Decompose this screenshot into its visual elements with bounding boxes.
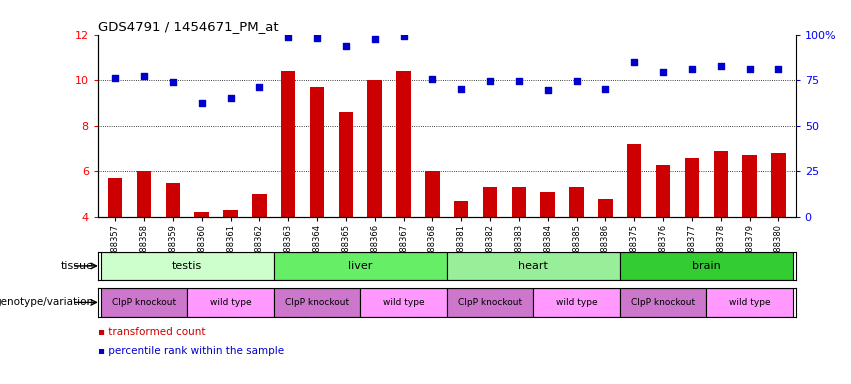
- Point: [627, 59, 641, 65]
- Bar: [656, 164, 671, 217]
- Bar: [713, 151, 728, 217]
- Point: [137, 73, 151, 79]
- Point: [339, 43, 352, 49]
- Bar: [108, 178, 123, 217]
- Bar: [274, 252, 447, 280]
- Text: wild type: wild type: [383, 298, 425, 307]
- Bar: [187, 288, 274, 317]
- Point: [166, 79, 180, 86]
- Point: [253, 84, 266, 90]
- Point: [282, 34, 295, 40]
- Bar: [100, 288, 187, 317]
- Text: wild type: wild type: [728, 298, 770, 307]
- Bar: [397, 71, 411, 217]
- Bar: [166, 183, 180, 217]
- Bar: [100, 252, 274, 280]
- Bar: [511, 187, 526, 217]
- Point: [714, 63, 728, 70]
- Bar: [483, 187, 497, 217]
- Bar: [426, 171, 440, 217]
- Text: ClpP knockout: ClpP knockout: [458, 298, 523, 307]
- Text: heart: heart: [518, 261, 548, 271]
- Bar: [627, 144, 642, 217]
- Bar: [195, 212, 208, 217]
- Bar: [454, 201, 468, 217]
- Text: ▪ percentile rank within the sample: ▪ percentile rank within the sample: [98, 346, 284, 356]
- Point: [368, 36, 381, 42]
- Bar: [620, 288, 706, 317]
- Bar: [252, 194, 266, 217]
- Text: genotype/variation: genotype/variation: [0, 297, 94, 308]
- Point: [512, 78, 526, 84]
- Point: [541, 87, 555, 93]
- Bar: [534, 288, 620, 317]
- Point: [397, 33, 410, 39]
- Point: [685, 66, 699, 72]
- Bar: [685, 158, 699, 217]
- Text: ClpP knockout: ClpP knockout: [112, 298, 176, 307]
- Bar: [706, 288, 793, 317]
- Point: [311, 35, 324, 41]
- Point: [656, 69, 670, 75]
- Bar: [742, 156, 757, 217]
- Bar: [281, 71, 295, 217]
- Bar: [447, 288, 534, 317]
- Point: [108, 75, 122, 81]
- Text: wild type: wild type: [556, 298, 597, 307]
- Bar: [360, 288, 447, 317]
- Bar: [447, 252, 620, 280]
- Bar: [771, 153, 785, 217]
- Bar: [620, 252, 793, 280]
- Point: [772, 66, 785, 72]
- Point: [195, 100, 208, 106]
- Point: [483, 78, 497, 84]
- Bar: [339, 112, 353, 217]
- Text: tissue: tissue: [60, 261, 94, 271]
- Text: ▪ transformed count: ▪ transformed count: [98, 327, 205, 337]
- Bar: [368, 80, 382, 217]
- Point: [426, 76, 439, 82]
- Bar: [598, 199, 613, 217]
- Point: [598, 86, 612, 93]
- Bar: [274, 288, 360, 317]
- Bar: [540, 192, 555, 217]
- Bar: [137, 171, 151, 217]
- Bar: [223, 210, 237, 217]
- Point: [569, 78, 583, 84]
- Point: [743, 66, 757, 72]
- Text: GDS4791 / 1454671_PM_at: GDS4791 / 1454671_PM_at: [98, 20, 278, 33]
- Text: ClpP knockout: ClpP knockout: [285, 298, 349, 307]
- Bar: [310, 87, 324, 217]
- Text: ClpP knockout: ClpP knockout: [631, 298, 695, 307]
- Point: [224, 95, 237, 101]
- Text: liver: liver: [348, 261, 373, 271]
- Point: [454, 86, 468, 93]
- Bar: [569, 187, 584, 217]
- Text: wild type: wild type: [209, 298, 251, 307]
- Text: brain: brain: [692, 261, 721, 271]
- Text: testis: testis: [172, 261, 203, 271]
